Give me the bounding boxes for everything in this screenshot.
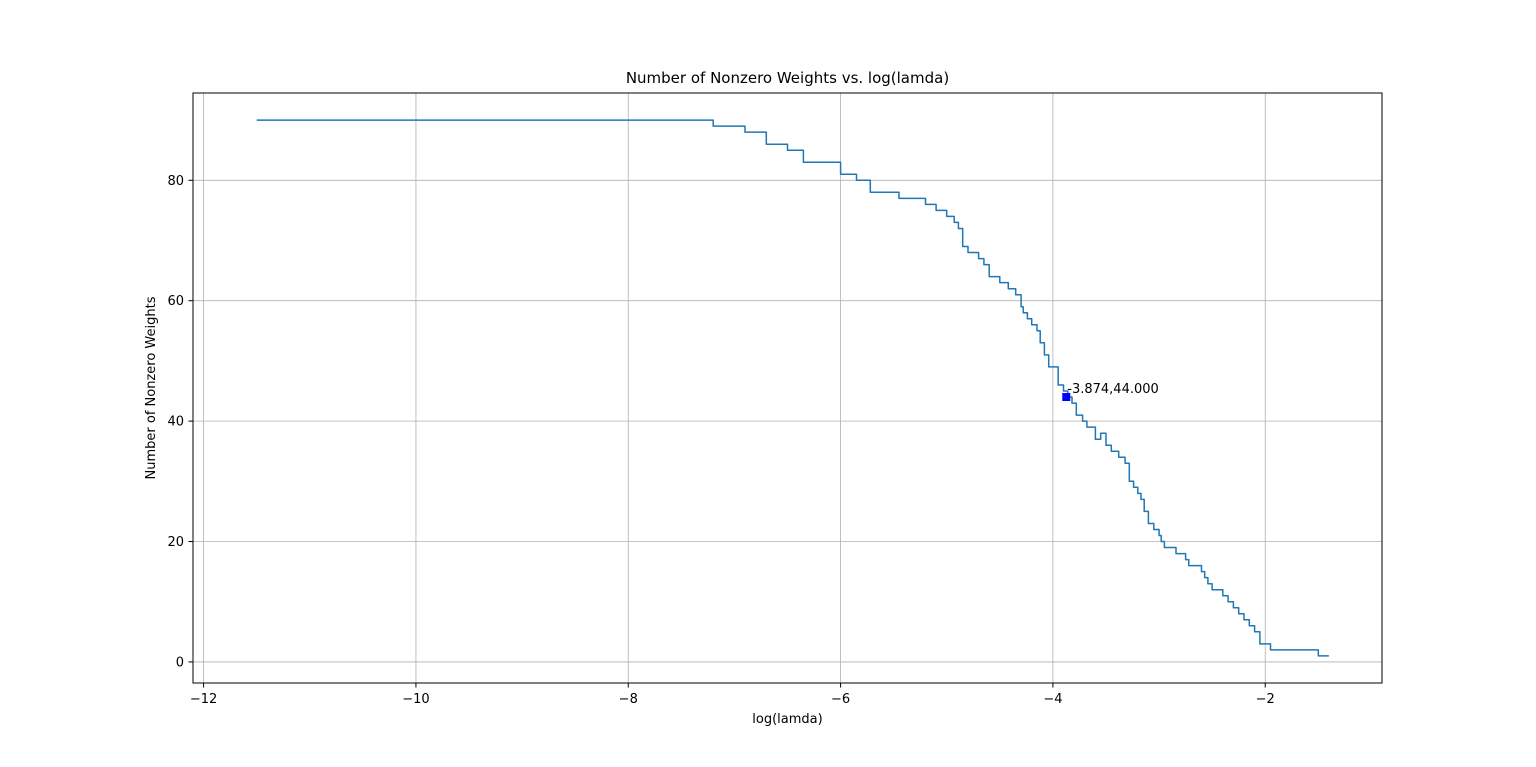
marker-group: -3.874,44.000 (1062, 382, 1159, 402)
x-tick-label: −2 (1256, 692, 1275, 707)
y-tick-label: 0 (176, 655, 184, 670)
x-tick-label: −4 (1043, 692, 1062, 707)
series-line (256, 119, 1329, 657)
data-point-marker (1062, 393, 1071, 402)
x-tick-label: −12 (190, 692, 217, 707)
y-tick-label: 40 (167, 415, 184, 430)
ticks: −12 −10 −8 −6 −4 −2 0 20 40 60 80 (167, 174, 1274, 707)
x-axis-label: log(lamda) (752, 712, 822, 727)
plot-frame (192, 92, 1383, 684)
x-tick-label: −8 (619, 692, 638, 707)
data-point-label: -3.874,44.000 (1067, 382, 1159, 397)
chart-title: Number of Nonzero Weights vs. log(lamda) (626, 69, 949, 87)
series-line-group (256, 119, 1329, 657)
y-axis-label: Number of Nonzero Weights (144, 296, 159, 479)
x-tick-label: −6 (831, 692, 850, 707)
y-tick-label: 80 (167, 174, 184, 189)
x-tick-label: −10 (402, 692, 429, 707)
y-tick-label: 20 (167, 535, 184, 550)
grid (193, 93, 1382, 683)
y-tick-label: 60 (167, 294, 184, 309)
